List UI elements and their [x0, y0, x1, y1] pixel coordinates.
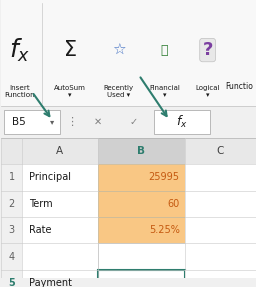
Text: ✕: ✕	[94, 117, 102, 127]
FancyBboxPatch shape	[185, 217, 256, 243]
Text: C: C	[217, 146, 224, 156]
FancyBboxPatch shape	[2, 164, 22, 191]
FancyBboxPatch shape	[2, 243, 22, 270]
FancyBboxPatch shape	[185, 164, 256, 191]
FancyBboxPatch shape	[22, 164, 98, 191]
Text: ✓: ✓	[130, 117, 138, 127]
Text: 60: 60	[167, 199, 180, 209]
FancyBboxPatch shape	[185, 243, 256, 270]
Text: $f_x$: $f_x$	[176, 114, 188, 130]
Text: Financial
▾: Financial ▾	[149, 85, 180, 98]
Text: B5: B5	[12, 117, 26, 127]
FancyBboxPatch shape	[98, 164, 185, 191]
Text: ▾: ▾	[50, 117, 55, 126]
Text: $f_x$: $f_x$	[9, 36, 30, 64]
Text: A: A	[56, 146, 63, 156]
Text: ?: ?	[202, 41, 213, 59]
FancyBboxPatch shape	[2, 0, 256, 106]
FancyBboxPatch shape	[2, 217, 22, 243]
Text: 2: 2	[8, 199, 15, 209]
Text: Recently
Used ▾: Recently Used ▾	[103, 85, 134, 98]
Text: 3: 3	[8, 225, 15, 235]
Text: Principal: Principal	[29, 172, 71, 182]
FancyBboxPatch shape	[22, 217, 98, 243]
Text: 25995: 25995	[149, 172, 180, 182]
FancyBboxPatch shape	[185, 270, 256, 287]
FancyBboxPatch shape	[22, 191, 98, 217]
FancyBboxPatch shape	[98, 138, 185, 164]
Text: B: B	[137, 146, 145, 156]
FancyBboxPatch shape	[2, 270, 22, 287]
Text: AutoSum
▾: AutoSum ▾	[54, 85, 86, 98]
Text: Insert
Function: Insert Function	[4, 85, 35, 98]
Text: 1: 1	[8, 172, 15, 182]
FancyBboxPatch shape	[2, 138, 256, 164]
FancyBboxPatch shape	[2, 191, 22, 217]
FancyBboxPatch shape	[2, 106, 256, 138]
FancyBboxPatch shape	[98, 243, 185, 270]
Text: $\Sigma$: $\Sigma$	[63, 40, 77, 60]
Text: ⋮: ⋮	[66, 117, 77, 127]
FancyBboxPatch shape	[98, 270, 185, 287]
Text: 🗄: 🗄	[161, 44, 168, 57]
FancyBboxPatch shape	[4, 110, 60, 133]
Text: 4: 4	[8, 252, 15, 261]
FancyBboxPatch shape	[185, 191, 256, 217]
Text: Logical
▾: Logical ▾	[195, 85, 220, 98]
Text: ☆: ☆	[112, 42, 125, 58]
FancyBboxPatch shape	[22, 270, 98, 287]
Text: Term: Term	[29, 199, 53, 209]
Text: 5: 5	[8, 278, 15, 287]
FancyBboxPatch shape	[98, 217, 185, 243]
Text: Payment: Payment	[29, 278, 72, 287]
Text: 5.25%: 5.25%	[149, 225, 180, 235]
FancyBboxPatch shape	[22, 243, 98, 270]
FancyBboxPatch shape	[154, 110, 210, 133]
Text: Rate: Rate	[29, 225, 52, 235]
Text: Functio: Functio	[226, 82, 253, 91]
FancyBboxPatch shape	[98, 191, 185, 217]
